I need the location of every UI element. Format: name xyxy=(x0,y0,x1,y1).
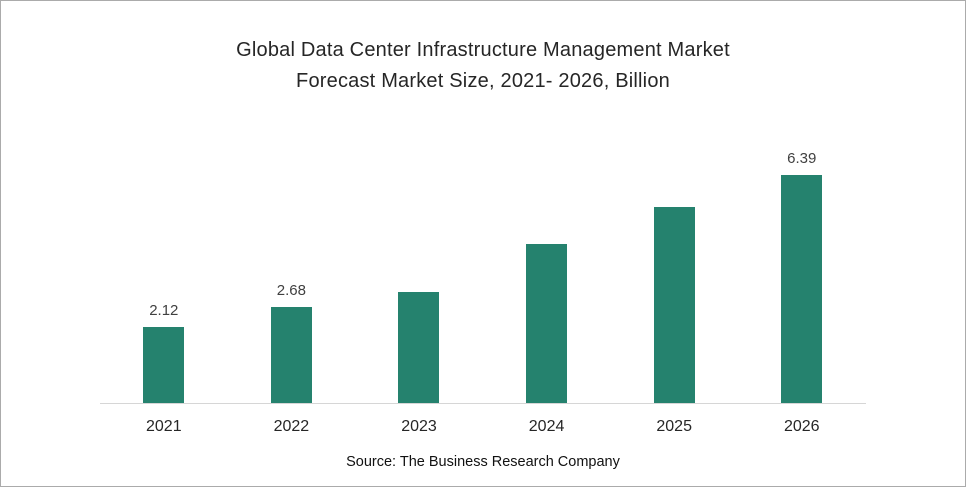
bar-column xyxy=(355,139,483,403)
plot-area: 2.12 2.68 6.39 xyxy=(100,139,866,404)
bar xyxy=(270,307,312,403)
x-tick-label: 2025 xyxy=(656,418,692,435)
bar-column xyxy=(483,139,611,403)
bar xyxy=(781,175,823,403)
bar-column xyxy=(610,139,738,403)
x-axis-tick-row: 2021 2022 2023 2024 2025 2026 xyxy=(100,404,866,436)
chart-title: Global Data Center Infrastructure Manage… xyxy=(1,35,965,97)
source-text: Source: The Business Research Company xyxy=(346,454,620,470)
x-tick-label: 2024 xyxy=(528,418,565,435)
chart-title-line-2: Forecast Market Size, 2021- 2026, Billio… xyxy=(296,70,670,92)
x-tick-label: 2023 xyxy=(401,418,437,435)
x-tick-label: 2022 xyxy=(273,418,310,435)
bar xyxy=(143,327,185,403)
bar xyxy=(526,244,568,403)
x-tick-label: 2026 xyxy=(783,418,820,435)
bar xyxy=(398,292,440,403)
bar-column: 2.68 xyxy=(228,139,356,403)
bar-column: 2.12 xyxy=(100,139,228,403)
bar-value-label: 2.68 xyxy=(276,282,306,299)
plot-wrap: 2.12 2.68 6.39 2021 2022 2023 2024 2025 2026 xyxy=(100,139,866,436)
x-tick-label: 2021 xyxy=(146,418,182,435)
bar xyxy=(653,207,695,403)
bar-column: 6.39 xyxy=(738,139,866,403)
chart-title-line-1: Global Data Center Infrastructure Manage… xyxy=(236,39,730,61)
bar-value-label: 6.39 xyxy=(787,150,817,167)
bar-value-label: 2.12 xyxy=(149,302,179,319)
